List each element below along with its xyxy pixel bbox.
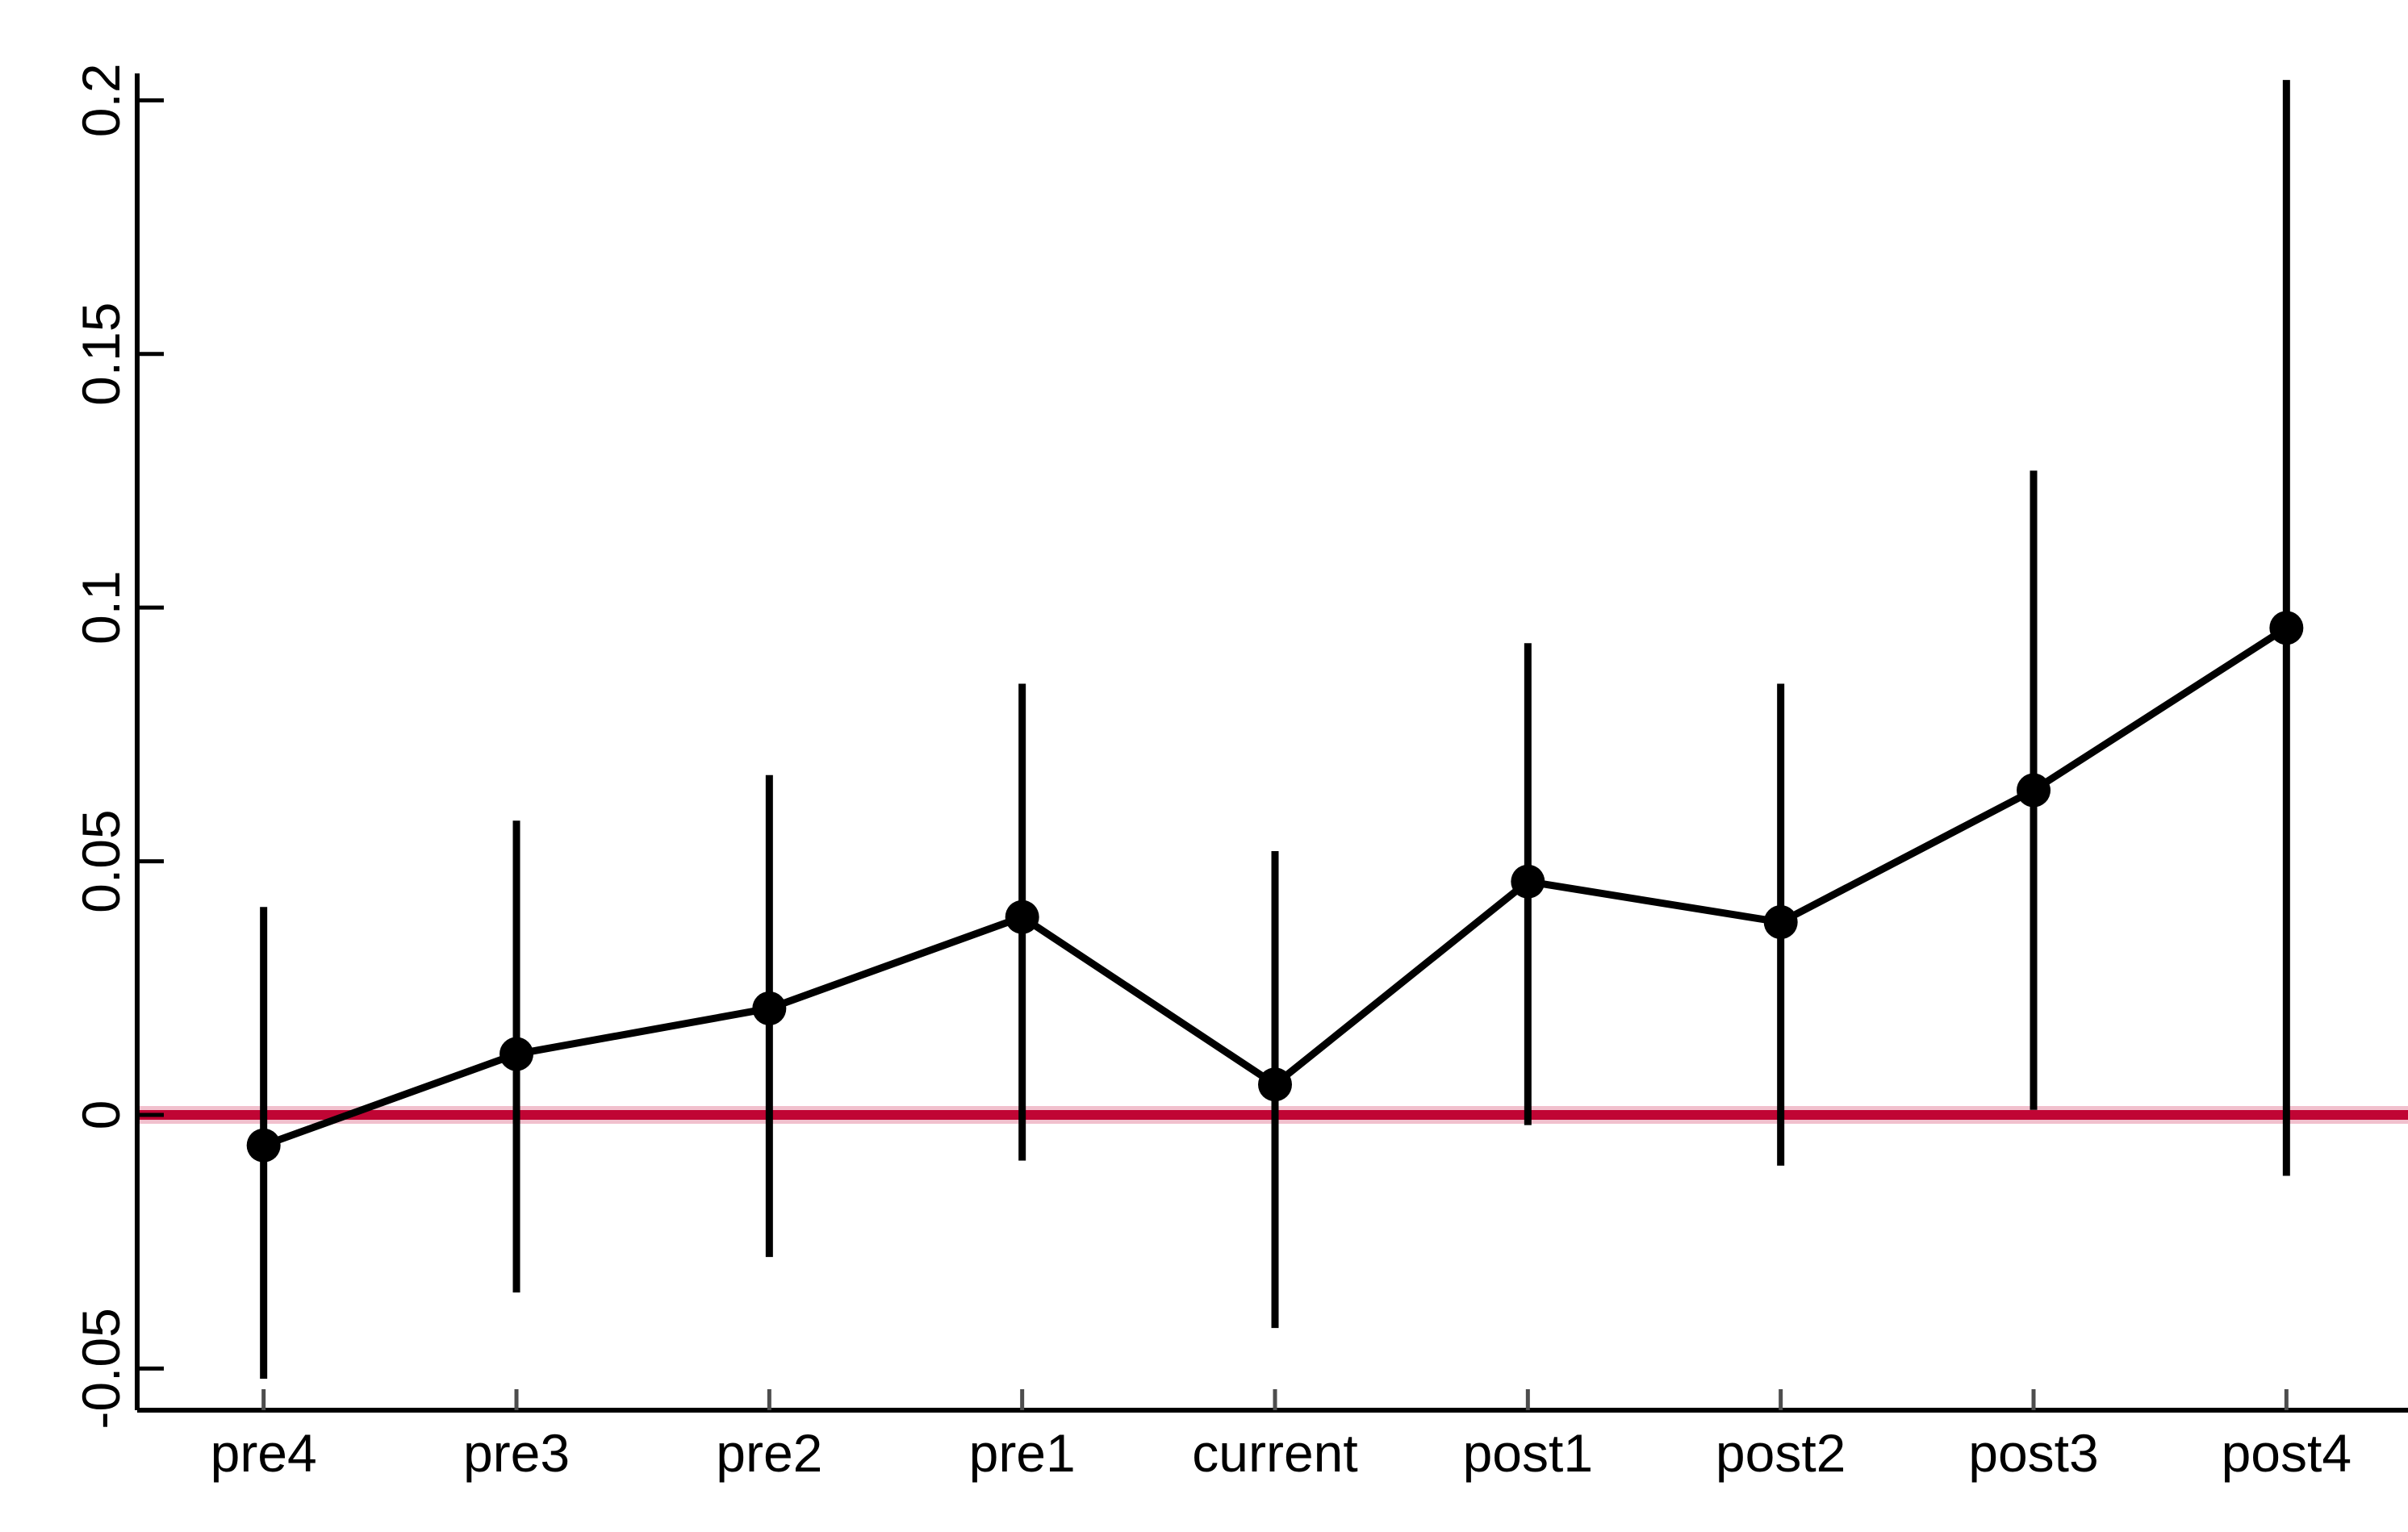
data-point-marker	[2269, 611, 2304, 645]
coefficient-plot: -0.05 0 0.05 0.1 0.15 0.2 pre4 pre3 pre2 pre1 curr…	[32, 13, 2408, 1519]
data-point-marker	[500, 1037, 533, 1071]
y-axis: -0.05 0 0.05 0.1 0.15 0.2	[71, 63, 164, 1430]
data-point-marker	[2017, 773, 2051, 808]
data-point-marker	[1258, 1067, 1292, 1102]
x-tick-label: pre2	[716, 1423, 822, 1483]
y-tick-label: 0	[71, 1100, 131, 1130]
x-tick-label: pre1	[969, 1423, 1076, 1483]
data-point-marker	[1763, 905, 1798, 940]
y-tick-label: 0.05	[71, 809, 131, 912]
data-points	[246, 611, 2304, 1163]
event-study-figure: -0.05 0 0.05 0.1 0.15 0.2 pre4 pre3 pre2 pre1 curr…	[32, 13, 2408, 1519]
x-tick-label: post1	[1463, 1423, 1593, 1483]
data-point-marker	[1511, 864, 1545, 899]
y-tick-label: 0.2	[71, 63, 131, 137]
x-tick-label: post3	[1968, 1423, 2098, 1483]
x-tick-label: pre3	[463, 1423, 570, 1483]
x-axis: pre4 pre3 pre2 pre1 current post1 post2 post3 po…	[211, 1389, 2352, 1483]
x-tick-label: current	[1192, 1423, 1357, 1483]
x-tick-label: post4	[2222, 1423, 2352, 1483]
y-tick-label: 0.1	[71, 570, 131, 645]
x-tick-label: pre4	[211, 1423, 317, 1483]
y-tick-label: 0.15	[71, 303, 131, 406]
data-point-marker	[1005, 900, 1039, 934]
x-tick-label: post2	[1716, 1423, 1846, 1483]
data-point-marker	[752, 991, 787, 1025]
plot-background	[32, 13, 2408, 1519]
data-point-marker	[246, 1128, 281, 1163]
y-tick-label: -0.05	[71, 1308, 131, 1429]
